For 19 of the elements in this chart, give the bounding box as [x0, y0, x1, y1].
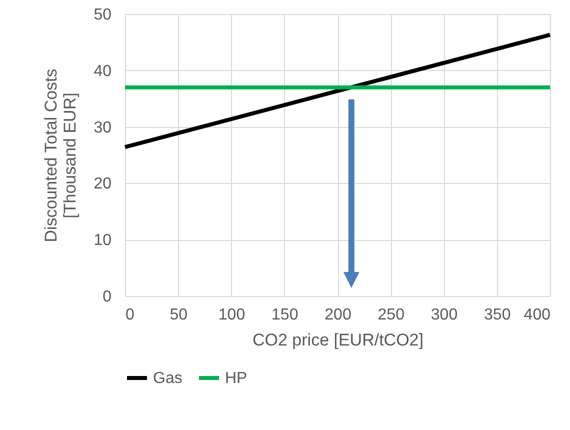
y-axis-title: Discounted Total Costs [Thousand EUR] — [42, 68, 80, 242]
x-tick-label: 50 — [170, 306, 188, 324]
y-tick-label: 10 — [94, 232, 112, 250]
y-tick-label: 20 — [94, 176, 112, 193]
x-tick-label: 350 — [484, 306, 511, 324]
y-tick-label: 0 — [102, 288, 112, 306]
y-tick-label: 30 — [94, 119, 112, 136]
x-tick-label: 200 — [324, 306, 352, 324]
legend-label: HP — [225, 370, 248, 387]
x-tick-label: 400 — [524, 306, 551, 324]
x-tick-label: 150 — [272, 306, 298, 324]
x-tick-label: 250 — [378, 306, 405, 324]
x-tick-label: 100 — [218, 306, 246, 324]
x-tick-label: 0 — [126, 306, 134, 324]
x-tick-label: 300 — [430, 306, 458, 324]
x-axis-title: CO2 price [EUR/tCO2] — [252, 330, 424, 350]
y-tick-label: 50 — [94, 6, 112, 24]
legend-label: Gas — [153, 370, 182, 387]
y-tick-label: 40 — [94, 62, 112, 80]
